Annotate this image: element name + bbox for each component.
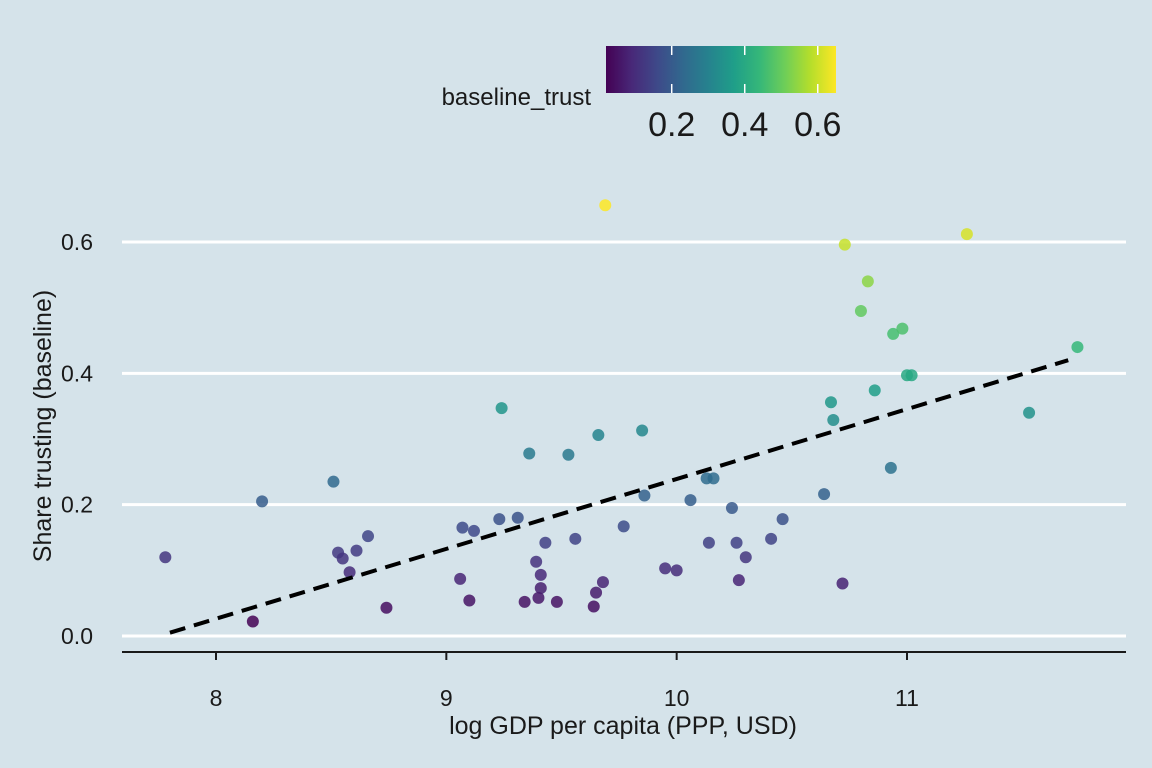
- data-point: [732, 574, 745, 587]
- data-point: [246, 615, 259, 628]
- y-tick-label: 0.4: [61, 360, 93, 386]
- data-point: [638, 489, 651, 502]
- data-point: [590, 586, 603, 599]
- x-tick-label: 9: [440, 685, 453, 711]
- x-tick-label: 10: [664, 685, 690, 711]
- data-point: [659, 562, 672, 575]
- data-point: [1071, 341, 1084, 354]
- data-point: [670, 564, 683, 577]
- y-axis-title: Share trusting (baseline): [29, 290, 57, 562]
- data-point: [854, 304, 867, 317]
- colorbar-tick-label: 0.6: [794, 106, 841, 144]
- data-point: [684, 494, 697, 507]
- data-point: [511, 511, 524, 524]
- data-point: [343, 566, 356, 579]
- colorbar: [606, 46, 836, 93]
- data-point: [836, 577, 849, 590]
- data-point: [960, 228, 973, 241]
- data-point: [569, 532, 582, 545]
- data-point: [739, 551, 752, 564]
- data-point: [523, 447, 536, 460]
- data-point: [765, 532, 778, 545]
- legend-title: baseline_trust: [442, 84, 592, 111]
- data-point: [530, 555, 543, 568]
- data-point: [256, 495, 269, 508]
- trend-line: [169, 358, 1069, 635]
- data-point: [518, 595, 531, 608]
- data-point: [587, 600, 600, 613]
- data-point: [467, 524, 480, 537]
- data-point: [336, 552, 349, 565]
- data-point: [592, 429, 605, 442]
- y-tick-label: 0.2: [61, 492, 93, 518]
- legend: baseline_trust 0.2 0.4 0.6: [442, 46, 841, 144]
- data-point: [617, 520, 630, 533]
- data-point: [550, 595, 563, 608]
- y-axis-ticks: 0.0 0.2 0.4 0.6: [61, 229, 93, 649]
- x-axis-ticks: 8 9 10 11: [210, 652, 919, 711]
- data-point: [861, 275, 874, 288]
- data-point: [725, 501, 738, 514]
- data-point: [596, 576, 609, 589]
- gridlines: [122, 240, 1126, 638]
- data-point: [707, 472, 720, 485]
- data-point: [495, 402, 508, 415]
- data-point: [868, 384, 881, 397]
- data-point: [896, 322, 909, 335]
- data-point: [562, 448, 575, 461]
- x-tick-label: 11: [895, 685, 919, 711]
- data-point: [362, 530, 375, 543]
- data-point: [599, 199, 612, 212]
- data-point: [159, 551, 172, 564]
- data-point: [350, 544, 363, 557]
- data-point: [456, 521, 469, 534]
- x-tick-label: 8: [210, 685, 223, 711]
- data-point: [827, 413, 840, 426]
- data-point: [1023, 406, 1036, 419]
- x-axis-title: log GDP per capita (PPP, USD): [449, 712, 797, 740]
- data-point: [534, 582, 547, 595]
- data-point: [905, 369, 918, 382]
- colorbar-tick-label: 0.2: [648, 106, 695, 144]
- data-point: [636, 424, 649, 437]
- data-points: [159, 199, 1084, 628]
- data-point: [539, 536, 552, 549]
- data-point: [776, 513, 789, 526]
- colorbar-ticks: 0.2 0.4 0.6: [648, 46, 841, 144]
- data-point: [493, 513, 506, 526]
- data-point: [884, 461, 897, 474]
- y-tick-label: 0.0: [61, 623, 93, 649]
- data-point: [838, 238, 851, 251]
- data-point: [818, 488, 831, 501]
- data-point: [532, 591, 545, 604]
- data-point: [702, 536, 715, 549]
- data-point: [380, 601, 393, 614]
- data-point: [463, 594, 476, 607]
- data-point: [454, 572, 467, 585]
- y-tick-label: 0.6: [61, 229, 93, 255]
- data-point: [887, 327, 900, 340]
- data-point: [327, 475, 340, 488]
- data-point: [534, 568, 547, 581]
- colorbar-tick-label: 0.4: [721, 106, 768, 144]
- data-point: [730, 536, 743, 549]
- data-point: [824, 396, 837, 409]
